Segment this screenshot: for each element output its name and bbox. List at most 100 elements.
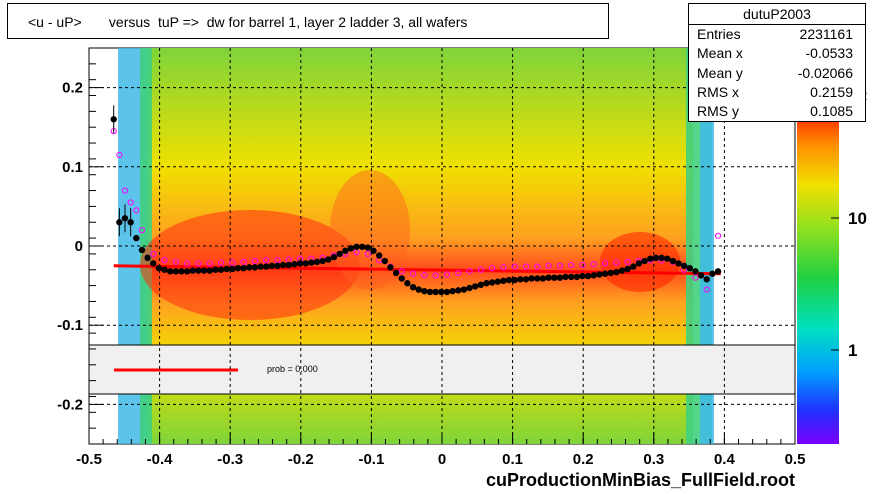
profile-point: [488, 279, 496, 286]
y-tick-label: -0.2: [57, 396, 83, 413]
profile-point: [172, 268, 180, 275]
profile-point: [443, 288, 451, 296]
stat-value: 0.1085: [810, 103, 853, 119]
profile-point: [144, 254, 151, 262]
profile-point: [200, 267, 208, 274]
open-point: [545, 262, 552, 269]
open-point: [217, 259, 225, 266]
profile-point: [381, 257, 389, 265]
profile-point: [551, 274, 558, 281]
stat-value: 2231161: [799, 26, 853, 42]
profile-point: [562, 273, 569, 281]
profile-point: [494, 278, 501, 285]
profile-point: [161, 266, 168, 273]
open-point: [398, 268, 405, 275]
profile-point: [647, 255, 654, 262]
x-tick-label: -0.4: [147, 451, 174, 468]
x-tick-label: -0.1: [358, 451, 384, 468]
profile-point: [359, 243, 366, 250]
profile-point: [471, 283, 479, 290]
open-point: [432, 272, 439, 279]
open-point: [116, 151, 123, 159]
profile-point: [703, 276, 710, 283]
profile-point: [692, 268, 699, 275]
profile-point: [630, 263, 637, 270]
profile-point: [466, 284, 473, 292]
footer-filename: cuProductionMinBias_FullField.root: [486, 470, 796, 490]
y-tick-label: 0.2: [62, 80, 83, 97]
profile-point: [483, 280, 490, 287]
profile-point: [155, 264, 163, 272]
open-point: [195, 260, 202, 267]
stats-box: dutuP2003 Entries 2231161 Mean x -0.0533…: [688, 3, 866, 122]
profile-point: [138, 246, 146, 254]
profile-point: [212, 266, 219, 273]
profile-point: [183, 268, 191, 275]
profile-point: [291, 261, 298, 268]
open-point: [138, 227, 146, 234]
profile-point: [274, 262, 281, 269]
profile-point: [195, 267, 202, 274]
profile-point: [121, 215, 129, 222]
color-scale-labels: 1 10: [831, 209, 867, 360]
profile-point: [714, 268, 722, 275]
profile-point: [229, 265, 236, 273]
open-point: [172, 258, 179, 265]
profile-point: [370, 247, 377, 254]
x-tick-label: 0.1: [502, 451, 523, 468]
profile-point: [556, 274, 564, 281]
profile-point: [319, 257, 326, 265]
profile-point: [438, 288, 445, 296]
y-tick-label: 0.1: [62, 159, 83, 176]
open-point: [590, 261, 597, 268]
profile-point: [539, 275, 547, 282]
profile-point: [534, 275, 541, 282]
profile-point: [116, 219, 123, 226]
profile-point: [325, 256, 332, 263]
open-point: [489, 265, 496, 272]
profile-point: [347, 245, 355, 252]
open-point: [624, 258, 631, 265]
stats-title: dutuP2003: [689, 6, 865, 25]
open-point: [477, 266, 484, 273]
open-point: [263, 257, 270, 264]
open-point: [409, 270, 417, 277]
profile-point: [590, 272, 597, 279]
profile-point: [217, 266, 225, 273]
profile-point: [110, 116, 117, 123]
stat-value: -0.0533: [805, 45, 853, 61]
plot-title: <u - uP> versus tuP => dw for barrel 1, …: [28, 14, 468, 30]
x-tick-label: 0.5: [785, 451, 806, 468]
open-point: [579, 261, 586, 269]
open-point: [133, 207, 140, 214]
profile-point: [455, 287, 462, 294]
profile-point: [342, 247, 349, 254]
profile-point: [330, 253, 338, 261]
open-point: [127, 199, 134, 206]
profile-point: [234, 264, 242, 272]
stat-row-entries: Entries 2231161: [697, 26, 853, 42]
profile-point: [709, 270, 716, 277]
open-point: [703, 286, 710, 293]
profile-point: [528, 275, 535, 282]
heatmap-hot-mid: [330, 170, 410, 290]
stat-label: Entries: [697, 26, 741, 42]
profile-point: [285, 261, 292, 269]
profile-point: [409, 283, 417, 291]
profile-point: [206, 267, 213, 274]
open-point: [613, 259, 620, 266]
profile-point: [545, 274, 552, 281]
profile-point: [353, 243, 360, 250]
profile-point: [392, 269, 400, 277]
open-point: [500, 264, 507, 271]
profile-point: [669, 257, 677, 265]
open-point: [601, 260, 609, 267]
stat-value: 0.2159: [810, 84, 853, 100]
color-scale-label: 1: [848, 341, 857, 360]
profile-point: [517, 276, 524, 283]
stat-value: -0.02066: [797, 65, 853, 81]
x-tick-label: 0.2: [573, 451, 594, 468]
legend-prob-text: prob = 0.000: [267, 364, 318, 374]
axes: -0.5 -0.4 -0.3 -0.2 -0.1 0 0.1 0.2 0.3 0.4 0.5 -0.2…: [57, 47, 806, 468]
